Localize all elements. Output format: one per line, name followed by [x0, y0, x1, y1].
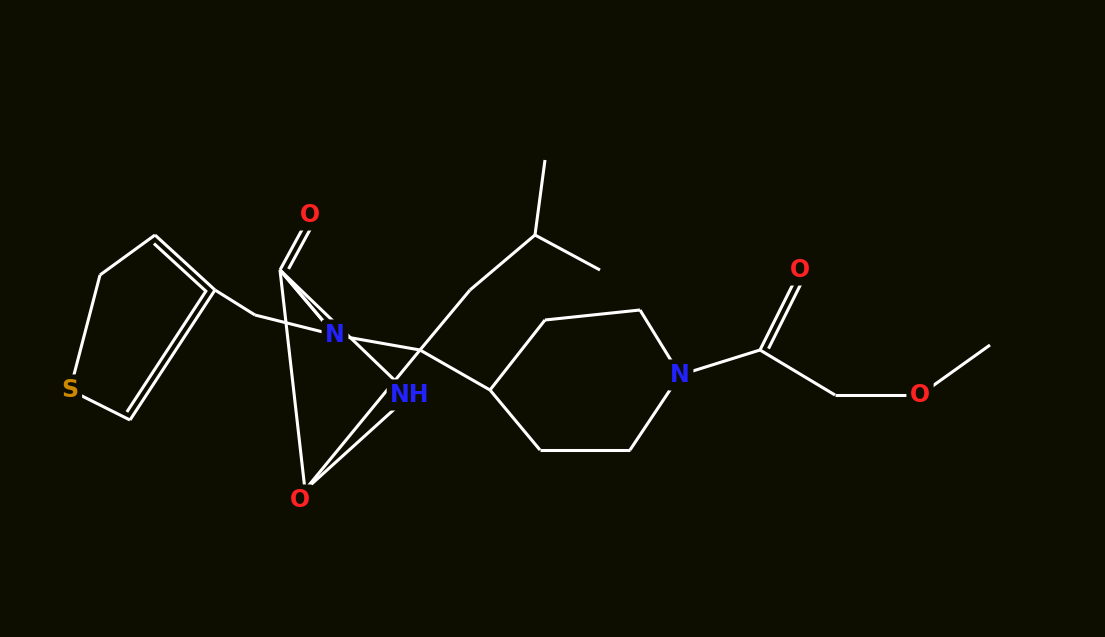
Text: O: O: [790, 258, 810, 282]
Text: NH: NH: [390, 383, 430, 407]
Text: S: S: [62, 378, 78, 402]
Text: N: N: [670, 363, 690, 387]
Text: O: O: [299, 203, 320, 227]
Text: O: O: [290, 488, 311, 512]
Text: N: N: [325, 323, 345, 347]
Text: O: O: [909, 383, 930, 407]
